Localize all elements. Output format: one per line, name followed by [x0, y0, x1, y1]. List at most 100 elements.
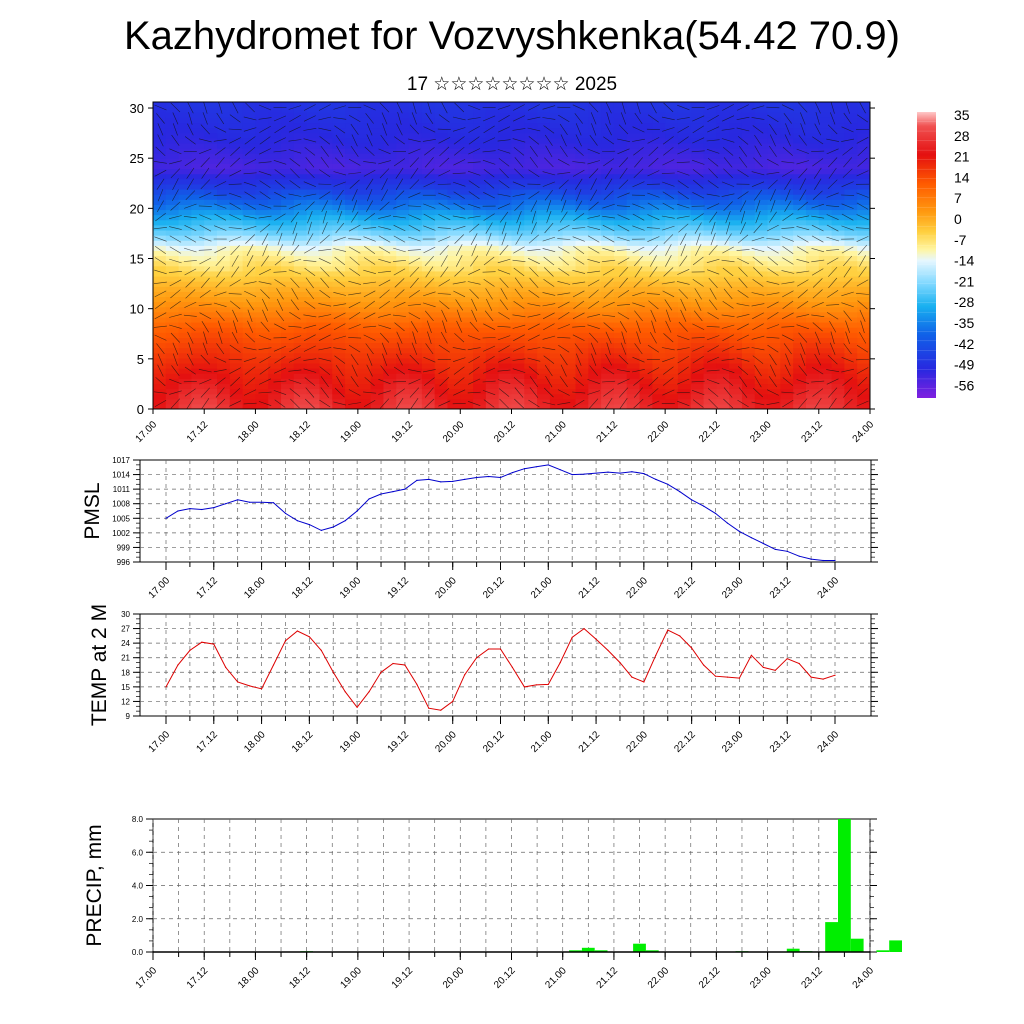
heatmap-cell	[332, 383, 346, 390]
wind-arrow	[408, 214, 421, 220]
heatmap-cell	[460, 132, 474, 139]
heatmap-cell	[537, 286, 551, 292]
wind-arrow	[396, 331, 403, 344]
wind-arrow	[602, 215, 616, 219]
heatmap-cell	[281, 245, 295, 251]
heatmap-cell	[780, 403, 794, 409]
heatmap-cell	[421, 142, 436, 149]
heatmap-cell	[588, 296, 602, 303]
heatmap-cell	[332, 332, 346, 338]
heatmap-cell	[447, 204, 461, 211]
heatmap-cell	[562, 235, 577, 241]
wind-arrow	[452, 172, 466, 174]
heatmap-cell	[383, 357, 397, 364]
heatmap-cell	[153, 347, 167, 354]
heatmap-cell	[601, 158, 615, 164]
heatmap-cell	[549, 245, 564, 251]
heatmap-cell	[703, 296, 717, 303]
heatmap-cell	[383, 316, 397, 323]
heatmap-cell	[498, 194, 513, 200]
heatmap-cell	[332, 235, 346, 241]
wind-arrow	[557, 324, 571, 330]
wind-arrow	[812, 190, 823, 200]
heatmap-cell	[460, 240, 474, 246]
heatmap-cell	[268, 102, 282, 108]
heatmap-cell	[639, 188, 653, 195]
wind-arrow	[826, 224, 839, 232]
heatmap-cell	[178, 148, 193, 154]
heatmap-cell	[805, 235, 820, 241]
heatmap-cell	[306, 178, 321, 185]
heatmap-cell	[447, 173, 461, 180]
wind-arrow	[589, 332, 599, 343]
heatmap-cell	[793, 158, 807, 164]
wind-arrow	[634, 112, 643, 124]
wind-arrow	[587, 235, 600, 243]
heatmap-cell	[498, 373, 513, 379]
heatmap-cell	[204, 173, 218, 180]
heatmap-cell	[345, 224, 359, 231]
wind-arrow	[423, 126, 436, 133]
heatmap-cell	[665, 301, 679, 308]
heatmap-cell	[191, 255, 205, 262]
heatmap-cell	[345, 240, 359, 246]
heatmap-cell	[332, 194, 346, 200]
wind-arrow	[814, 178, 822, 190]
heatmap-cell	[665, 122, 679, 129]
heatmap-cell	[754, 316, 769, 323]
heatmap-cell	[370, 357, 385, 364]
heatmap-cell	[729, 311, 743, 318]
heatmap-cell	[652, 373, 666, 379]
wind-arrow	[542, 335, 556, 340]
heatmap-cell	[421, 235, 436, 241]
heatmap-cell	[357, 255, 372, 262]
heatmap-cell	[626, 327, 641, 333]
wind-arrow	[588, 168, 599, 179]
heatmap-cell	[524, 403, 538, 409]
heatmap-cell	[396, 322, 410, 328]
wind-arrow	[737, 234, 749, 244]
heatmap-cell	[601, 383, 615, 390]
wind-arrow	[798, 332, 808, 343]
heatmap-cell	[460, 265, 474, 272]
heatmap-cell	[268, 357, 282, 364]
wind-arrow	[231, 266, 240, 278]
heatmap-cell	[396, 224, 410, 231]
heatmap-cell	[306, 327, 321, 333]
heatmap-cell	[575, 296, 589, 303]
heatmap-cell	[780, 199, 794, 205]
wind-arrow	[573, 257, 585, 265]
heatmap-cell	[229, 122, 244, 129]
wind-arrow	[497, 203, 511, 209]
heatmap-cell	[178, 188, 193, 195]
heatmap-cell	[524, 158, 538, 164]
heatmap-cell	[473, 204, 487, 211]
wind-arrow	[754, 375, 762, 388]
heatmap-cell	[677, 362, 692, 369]
heatmap-cell	[844, 316, 858, 323]
wind-arrow	[661, 281, 675, 285]
heatmap-cell	[665, 117, 679, 124]
wind-arrow	[455, 299, 464, 311]
wind-arrow	[482, 159, 496, 165]
heatmap-cell	[357, 102, 372, 108]
heatmap-cell	[741, 183, 756, 190]
heatmap-cell	[549, 209, 564, 216]
wind-arrow	[856, 367, 869, 375]
heatmap-cell	[153, 188, 167, 195]
wind-arrow	[378, 313, 391, 318]
heatmap-cell	[306, 240, 321, 246]
wind-arrow	[617, 304, 631, 306]
heatmap-cell	[357, 158, 372, 164]
heatmap-cell	[665, 102, 679, 108]
heatmap-cell	[665, 148, 679, 154]
heatmap-cell	[754, 296, 769, 303]
wind-arrow	[560, 364, 567, 377]
wind-arrow	[437, 293, 451, 295]
heatmap-cell	[575, 255, 589, 262]
heatmap-cell	[703, 178, 717, 185]
heatmap-cell	[165, 362, 180, 369]
wind-arrow	[814, 331, 821, 344]
heatmap-cell	[549, 183, 564, 190]
heatmap-cell	[690, 183, 705, 190]
